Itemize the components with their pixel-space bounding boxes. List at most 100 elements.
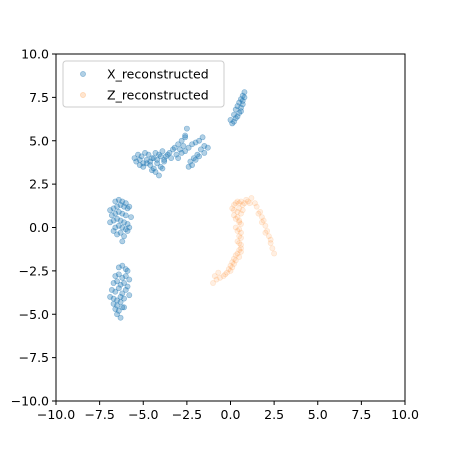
series-1-point [231, 212, 237, 219]
series-0-point [149, 155, 155, 161]
series-0-point [161, 158, 168, 165]
series-0-point [115, 208, 122, 215]
series-0-point [126, 276, 133, 283]
series-0-point [110, 217, 117, 224]
x-tick-label: 5.0 [308, 407, 328, 422]
series-0-point [136, 156, 143, 163]
series-0-point [227, 117, 234, 123]
series-0-point [241, 89, 248, 96]
data-points [107, 89, 278, 321]
x-tick-label: 10.0 [391, 407, 419, 422]
series-1-point [238, 229, 244, 236]
series-0-point [121, 203, 127, 210]
series-1-point [234, 198, 241, 205]
series-0-point [192, 139, 199, 146]
series-1-point [234, 250, 241, 257]
series-0-point [108, 212, 115, 219]
series-0-point [190, 155, 197, 161]
series-1-point [259, 214, 265, 220]
series-0-point [114, 231, 120, 238]
series-0-point [241, 94, 248, 101]
series-0-point [143, 160, 150, 167]
series-1-point [225, 266, 232, 273]
series-0-point [145, 151, 152, 158]
series-0-point [229, 120, 236, 127]
x-tick-label: 7.5 [351, 407, 371, 422]
series-0-point [117, 217, 124, 224]
series-1-point [238, 248, 244, 255]
series-1-point [236, 219, 243, 226]
series-0-point [175, 155, 182, 161]
series-0-point [117, 299, 124, 306]
series-0-point [119, 238, 126, 245]
series-0-point [112, 273, 119, 279]
series-1-point [232, 215, 239, 222]
series-0-point [107, 207, 113, 214]
series-1-point [265, 233, 272, 240]
series-0-point [121, 280, 127, 286]
series-0-point [115, 264, 122, 271]
series-0-point [234, 103, 241, 109]
series-0-point [238, 108, 244, 115]
series-1-point [255, 210, 262, 217]
series-1-point [238, 221, 244, 227]
series-0-point [157, 163, 164, 170]
series-0-point [119, 290, 126, 297]
series-0-point [131, 155, 138, 161]
series-0-point [154, 156, 161, 163]
series-0-point [126, 224, 133, 231]
series-0-point [122, 212, 129, 219]
series-1-point [222, 271, 229, 278]
series-0-point [126, 292, 133, 299]
series-1-point [239, 207, 246, 214]
series-1-point [264, 228, 271, 234]
series-1-point [238, 198, 244, 205]
series-0-point [234, 113, 241, 120]
series-0-point [117, 281, 124, 288]
series-0-point [112, 210, 119, 217]
series-0-point [178, 149, 185, 156]
x-tick-label: 0.0 [221, 407, 241, 422]
series-1-point [239, 202, 246, 208]
series-0-point [185, 163, 192, 170]
series-0-point [121, 304, 127, 311]
series-0-point [117, 293, 124, 300]
series-1-point [234, 208, 241, 215]
series-0-point [149, 167, 155, 174]
series-1-point [210, 280, 216, 286]
series-0-point [119, 224, 126, 231]
series-0-point [175, 141, 182, 148]
series-0-point [187, 158, 194, 165]
series-0-point [194, 151, 201, 158]
series-1-point [231, 202, 237, 208]
series-1-point [229, 259, 236, 266]
series-0-point [110, 300, 117, 307]
series-1-point [234, 214, 241, 220]
series-0-point [135, 151, 141, 158]
series-0-point [112, 224, 119, 231]
series-0-point [166, 149, 173, 156]
series-0-point [136, 162, 143, 168]
series-0-point [164, 151, 171, 158]
series-0-point [122, 287, 129, 293]
series-0-point [183, 125, 190, 132]
series-1-point [267, 236, 274, 243]
legend-marker-0 [80, 71, 86, 77]
series-0-point [142, 149, 148, 156]
series-0-point [121, 219, 127, 226]
series-0-point [176, 146, 183, 153]
series-0-point [119, 304, 126, 311]
y-tick-label: −7.5 [19, 350, 49, 365]
series-0-point [114, 215, 120, 222]
series-0-point [182, 148, 189, 155]
series-1-point [262, 222, 269, 229]
series-0-point [161, 156, 168, 163]
series-0-point [231, 111, 237, 118]
y-tick-label: 2.5 [29, 177, 49, 192]
series-1-point [238, 241, 244, 248]
series-0-point [152, 169, 159, 175]
series-1-point [271, 250, 278, 257]
series-0-point [150, 165, 157, 172]
series-0-point [110, 280, 117, 286]
